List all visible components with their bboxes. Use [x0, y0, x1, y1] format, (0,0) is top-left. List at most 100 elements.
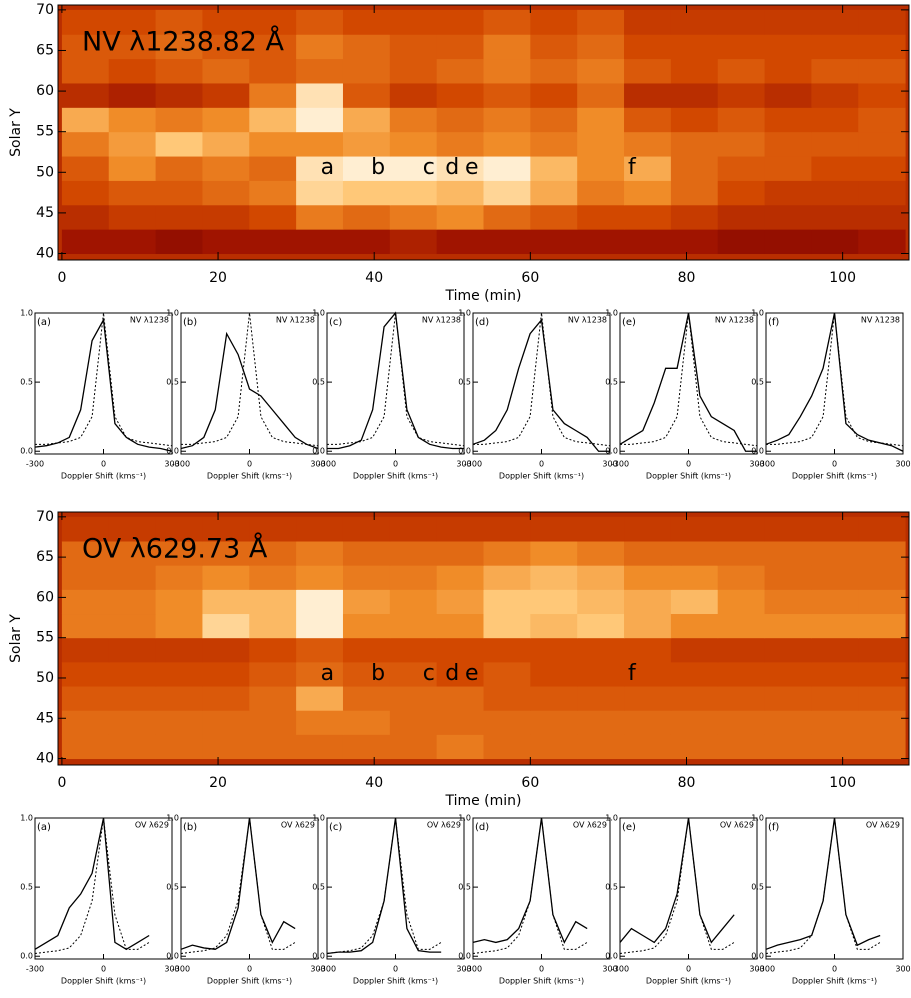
heatmap-cell: [342, 637, 391, 663]
heatmap-cell: [717, 686, 766, 711]
x-tick-label: 0: [832, 965, 837, 974]
event-label: d: [445, 661, 459, 686]
heatmap-cell: [61, 180, 110, 206]
plot-frame: [57, 4, 910, 261]
heatmap-cell: [249, 82, 297, 108]
y-tick-label: 0.5: [312, 883, 325, 892]
heatmap-cell: [624, 9, 672, 35]
heatmap-cell: [296, 34, 344, 60]
heatmap-cell: [296, 541, 344, 566]
panel-title: NV λ1238: [568, 316, 607, 325]
heatmap-cell: [670, 180, 719, 206]
heatmap-cell: [483, 565, 531, 590]
x-tick-label: 0: [686, 460, 691, 469]
x-tick-label: 300: [164, 460, 179, 469]
x-tick-label: -300: [172, 965, 190, 974]
plot-frame: [326, 817, 465, 960]
heatmap-cell: [670, 637, 719, 663]
heatmap-cell: [108, 541, 157, 566]
heatmap-cell: [61, 516, 110, 542]
heatmap-cell: [670, 58, 719, 84]
x-tick-label: 0: [101, 965, 106, 974]
heatmap-cell: [155, 34, 203, 60]
heatmap-cell: [389, 58, 438, 84]
heatmap-cell: [717, 734, 766, 760]
panel-label: (f): [768, 822, 779, 833]
heatmap-cell: [530, 637, 578, 663]
heatmap-cell: [764, 541, 812, 566]
panel-label: (e): [622, 822, 636, 833]
heatmap-cell: [764, 565, 812, 590]
heatmap-cell: [811, 710, 859, 735]
heatmap-cell: [577, 734, 625, 760]
heatmap-cell: [342, 180, 391, 206]
heatmap-cell: [483, 131, 531, 157]
panel-label: (c): [329, 822, 342, 833]
heatmap-cell: [342, 710, 391, 735]
heatmap-cell: [389, 613, 438, 639]
x-tick-label: -300: [318, 965, 336, 974]
x-axis-label: Doppler Shift (kms⁻¹): [499, 472, 584, 481]
x-tick-label: 80: [678, 775, 696, 791]
profile-line: [765, 817, 881, 950]
heatmap-cell: [249, 34, 297, 60]
heatmap-cell: [389, 9, 438, 35]
heatmap-cell: [108, 107, 157, 133]
y-tick-label: 0.5: [458, 883, 471, 892]
heatmap-cell: [858, 637, 906, 663]
heatmap-cell: [436, 661, 484, 687]
heatmap-cell: [155, 565, 203, 590]
heatmap-cell: [108, 58, 157, 84]
profile-line: [473, 312, 611, 447]
heatmap-cell: [155, 613, 203, 639]
heatmap-cell: [670, 204, 719, 230]
heatmap-cell: [717, 565, 766, 590]
x-tick-label: 60: [521, 270, 539, 286]
heatmap-cell: [717, 82, 766, 108]
x-tick-label: 100: [829, 775, 856, 791]
x-tick-label: -300: [757, 460, 775, 469]
heatmap-cell: [249, 686, 297, 711]
y-axis-label: Solar Y: [8, 614, 24, 663]
heatmap-cell: [764, 686, 812, 711]
heatmap-cell: [342, 204, 391, 230]
panel-title: OV λ629: [573, 821, 607, 830]
heatmap-cell: [530, 734, 578, 760]
panel-title: OV λ629.73 Å: [82, 533, 268, 565]
y-tick-label: 1.0: [20, 814, 33, 823]
x-tick-label: 80: [678, 270, 696, 286]
heatmap-cell: [530, 613, 578, 639]
profile-line: [327, 312, 465, 447]
x-tick-label: -300: [26, 965, 44, 974]
x-tick-label: 300: [310, 460, 325, 469]
x-tick-label: -300: [318, 460, 336, 469]
heatmap-cell: [155, 58, 203, 84]
panel-label: (a): [37, 317, 51, 328]
heatmap-cell: [342, 661, 391, 687]
x-tick-label: 20: [209, 775, 227, 791]
heatmap-cell: [811, 34, 859, 60]
heatmap-cell: [577, 589, 625, 615]
heatmap-cell: [61, 9, 110, 35]
heatmap-cell: [530, 9, 578, 35]
heatmap-cell: [483, 34, 531, 60]
x-tick-label: -300: [611, 460, 629, 469]
x-axis-label: Doppler Shift (kms⁻¹): [792, 977, 877, 986]
heatmap-cell: [202, 204, 250, 230]
heatmap-cell: [108, 204, 157, 230]
heatmap-cell: [483, 541, 531, 566]
y-tick-label: 50: [36, 164, 54, 180]
heatmap-cell: [530, 686, 578, 711]
x-axis-label: Doppler Shift (kms⁻¹): [499, 977, 584, 986]
y-tick-label: 1.0: [605, 309, 618, 318]
heatmap-cell: [202, 82, 250, 108]
heatmap-cell: [108, 9, 157, 35]
heatmap-cell: [436, 82, 484, 108]
y-tick-label: 0.0: [166, 447, 179, 456]
x-tick-label: 0: [247, 460, 252, 469]
x-tick-label: 20: [209, 270, 227, 286]
heatmap-cell: [764, 82, 812, 108]
plot-frame: [472, 817, 611, 960]
heatmap-cell: [108, 516, 157, 542]
panel-title: NV λ1238: [276, 316, 315, 325]
